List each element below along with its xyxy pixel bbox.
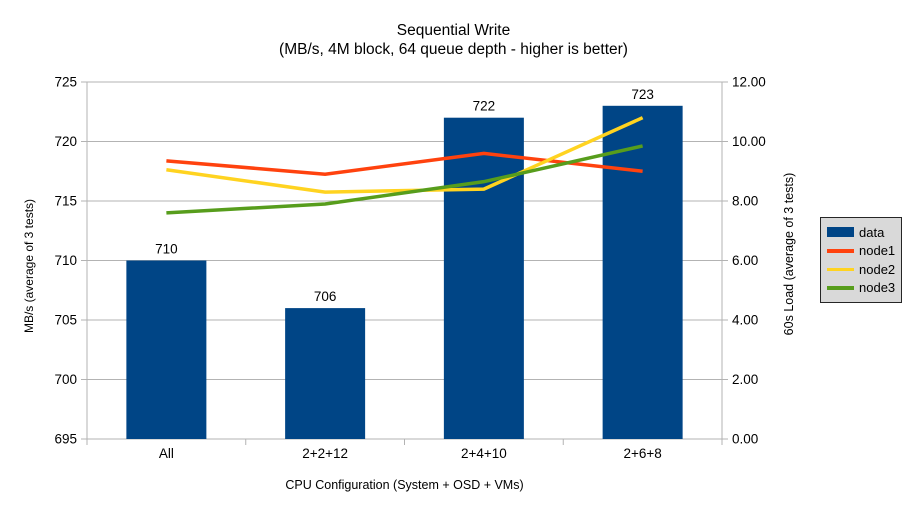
bar-2+4+10 — [443, 117, 524, 439]
bar-All — [126, 260, 207, 439]
bar-value-label: 710 — [155, 242, 178, 257]
legend-swatch-node2 — [827, 267, 854, 271]
legend-label: data — [859, 224, 885, 240]
left-axis-tick-label: 725 — [54, 75, 77, 90]
x-axis-category-label: All — [159, 446, 174, 461]
left-axis-tick-label: 705 — [54, 313, 77, 328]
x-axis-title: CPU Configuration (System + OSD + VMs) — [285, 478, 524, 492]
right-axis-tick-label: 2.00 — [732, 372, 758, 387]
legend-label: node1 — [859, 243, 896, 259]
legend-swatch-node3 — [827, 286, 854, 290]
chart-title: Sequential Write — [396, 22, 511, 39]
right-axis-tick-label: 12.00 — [732, 75, 766, 90]
bar-value-label: 723 — [631, 87, 654, 102]
x-axis-category-label: 2+4+10 — [461, 446, 507, 461]
legend-label: node2 — [859, 261, 896, 277]
left-axis-tick-label: 720 — [54, 134, 77, 149]
line-series-node3 — [166, 144, 644, 215]
bar-value-label: 722 — [473, 99, 496, 114]
chart-subtitle: (MB/s, 4M block, 64 queue depth - higher… — [279, 41, 628, 58]
legend: data node1 node2 node3 — [820, 217, 902, 303]
x-axis-category-label: 2+6+8 — [623, 446, 661, 461]
legend-label: node3 — [859, 280, 896, 296]
bar-2+6+8 — [602, 105, 683, 440]
left-axis-tick-label: 700 — [54, 372, 77, 387]
line-series-node2 — [166, 116, 644, 194]
left-axis-tick-label: 695 — [54, 432, 77, 447]
legend-item-node2: node2 — [827, 260, 895, 279]
legend-item-data: data — [827, 223, 895, 242]
right-axis-tick-label: 0.00 — [732, 432, 758, 447]
right-axis-tick-label: 10.00 — [732, 134, 766, 149]
right-axis-tick-label: 8.00 — [732, 194, 758, 209]
right-axis-title: 60s Load (average of 3 tests) — [782, 172, 796, 336]
right-axis-tick-label: 6.00 — [732, 253, 758, 268]
left-axis-tick-label: 710 — [54, 253, 77, 268]
bar-value-label: 706 — [314, 289, 337, 304]
legend-swatch-data — [827, 227, 854, 238]
legend-item-node3: node3 — [827, 279, 895, 298]
left-axis-tick-label: 715 — [54, 194, 77, 209]
bar-2+2+12 — [285, 308, 366, 439]
left-axis-title: MB/s (average of 3 tests) — [22, 198, 36, 334]
legend-swatch-node1 — [827, 249, 854, 253]
legend-item-node1: node1 — [827, 242, 895, 261]
right-axis-tick-label: 4.00 — [732, 313, 758, 328]
x-axis-category-label: 2+2+12 — [302, 446, 348, 461]
